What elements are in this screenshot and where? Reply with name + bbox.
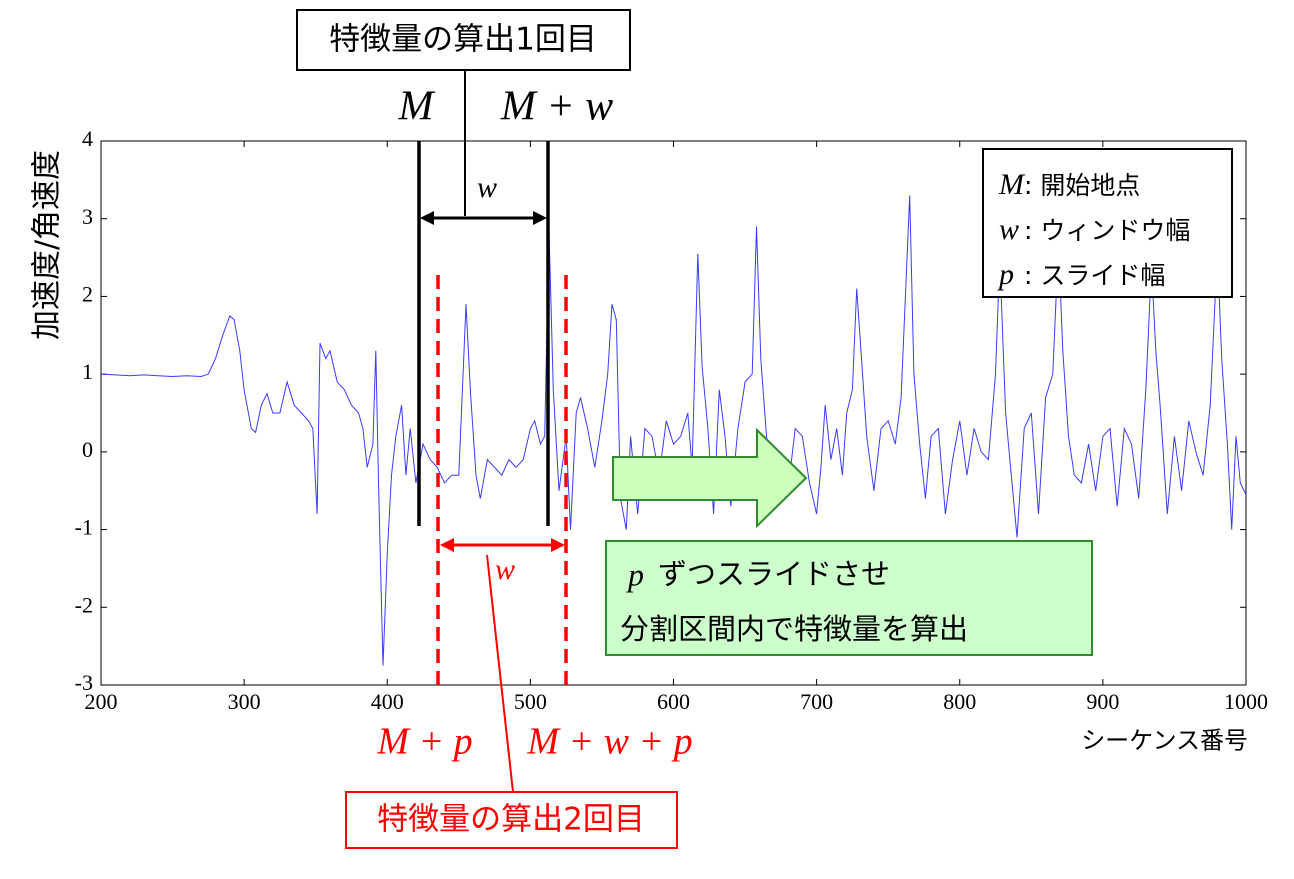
arrowhead: [440, 538, 454, 552]
x-tick-label: 600: [657, 689, 690, 714]
y-tick-label: -1: [75, 515, 93, 540]
x-tick-label: 700: [800, 689, 833, 714]
legend-symbol: M: [998, 168, 1026, 201]
slide-text: 分割区間内で特徴量を算出: [620, 612, 968, 646]
plot: 200 300 400 500 600 700 800 900 1000 -3 -2 -1 0 1 2 3 4: [75, 126, 1268, 714]
w-label: w: [477, 171, 497, 204]
arrowhead: [551, 538, 565, 552]
slide-symbol: p: [626, 556, 644, 592]
x-tick-label: 1000: [1224, 689, 1268, 714]
x-tick-label: 500: [514, 689, 547, 714]
pointer: [486, 554, 514, 793]
m-w-label: M + w: [500, 84, 613, 130]
slide-box: [605, 540, 1093, 656]
x-tick-label: 900: [1086, 689, 1119, 714]
y-tick-label: 1: [82, 359, 93, 384]
first-box-text: 特徴量の算出1回目: [329, 22, 597, 58]
x-tick-label: 400: [371, 689, 404, 714]
x-axis-label: シーケンス番号: [1081, 728, 1248, 755]
y-tick-label: -2: [75, 592, 93, 617]
m-label: M: [398, 84, 436, 130]
arrowhead: [420, 211, 434, 225]
y-tick-label: 2: [82, 281, 93, 306]
y-tick-label: 4: [82, 126, 93, 151]
w2-label: w: [495, 553, 515, 586]
legend-box: [982, 148, 1233, 298]
slide-arrow: [612, 427, 808, 529]
legend-text: : スライド幅: [1024, 261, 1165, 290]
first-box: [296, 9, 631, 71]
x-tick-label: 200: [85, 689, 118, 714]
arrowhead: [533, 211, 547, 225]
y-tick-label: 3: [82, 204, 93, 229]
y-axis-label: 加速度/角速度: [30, 150, 65, 340]
m-w-p-label: M + w + p: [526, 721, 692, 763]
second-box: [345, 791, 678, 849]
legend-text: : 開始地点: [1024, 171, 1140, 200]
legend-symbol: p: [997, 258, 1014, 291]
slide-text: ずつスライドさせ: [658, 557, 890, 591]
legend-symbol: w: [999, 213, 1019, 246]
m-p-label: M + p: [376, 721, 472, 763]
x-tick-label: 800: [943, 689, 976, 714]
y-tick-label: 0: [82, 437, 93, 462]
y-tick-label: -3: [75, 670, 93, 695]
legend-text: : ウィンドウ幅: [1024, 216, 1190, 245]
x-tick-label: 300: [228, 689, 261, 714]
second-box-text: 特徴量の算出2回目: [377, 802, 645, 838]
